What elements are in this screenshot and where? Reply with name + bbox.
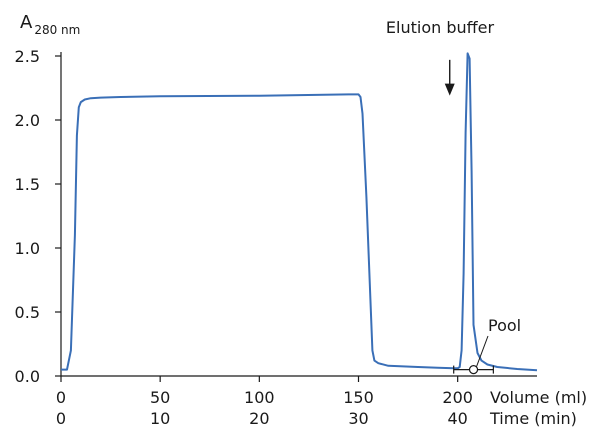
x-axis-title: Volume (ml) bbox=[490, 388, 587, 407]
x-secondary-tick-label: 10 bbox=[150, 409, 170, 428]
elution-buffer-arrow-head bbox=[444, 83, 455, 96]
y-tick-label: 1.0 bbox=[15, 239, 40, 258]
x-tick-label: 100 bbox=[244, 388, 275, 407]
x-tick-label: 50 bbox=[150, 388, 170, 407]
y-axis-title-main: A bbox=[20, 12, 33, 33]
x-secondary-tick-label: 30 bbox=[348, 409, 368, 428]
y-tick-label: 0.5 bbox=[15, 303, 40, 322]
ticks: 0.0 0.5 1.0 1.5 2.0 2.5 0 50 100 150 200 0 10 20 30 40 V… bbox=[15, 47, 588, 428]
y-tick-label: 2.5 bbox=[15, 47, 40, 66]
y-axis-title-subscript: 280 nm bbox=[34, 23, 80, 37]
y-tick-label: 2.0 bbox=[15, 111, 40, 130]
pool-marker bbox=[468, 365, 479, 375]
y-tick-label: 1.5 bbox=[15, 175, 40, 194]
x-tick-label: 0 bbox=[56, 388, 66, 407]
pool-leader-line bbox=[476, 335, 489, 367]
x-secondary-tick-label: 40 bbox=[447, 409, 467, 428]
y-tick-label: 0.0 bbox=[15, 367, 40, 386]
x-secondary-tick-label: 20 bbox=[249, 409, 269, 428]
x-tick-label: 200 bbox=[442, 388, 473, 407]
series bbox=[61, 52, 538, 372]
axes: A 280 nm bbox=[20, 12, 537, 377]
y-axis-title: A 280 nm bbox=[20, 12, 80, 37]
x-tick-label: 150 bbox=[343, 388, 374, 407]
annotations: Elution buffer Pool bbox=[386, 18, 521, 375]
elution-buffer-label: Elution buffer bbox=[386, 18, 495, 37]
series-line bbox=[61, 52, 538, 372]
x-secondary-tick-label: 0 bbox=[56, 409, 66, 428]
x-axis-secondary-title: Time (min) bbox=[489, 409, 577, 428]
pool-label: Pool bbox=[488, 316, 521, 335]
